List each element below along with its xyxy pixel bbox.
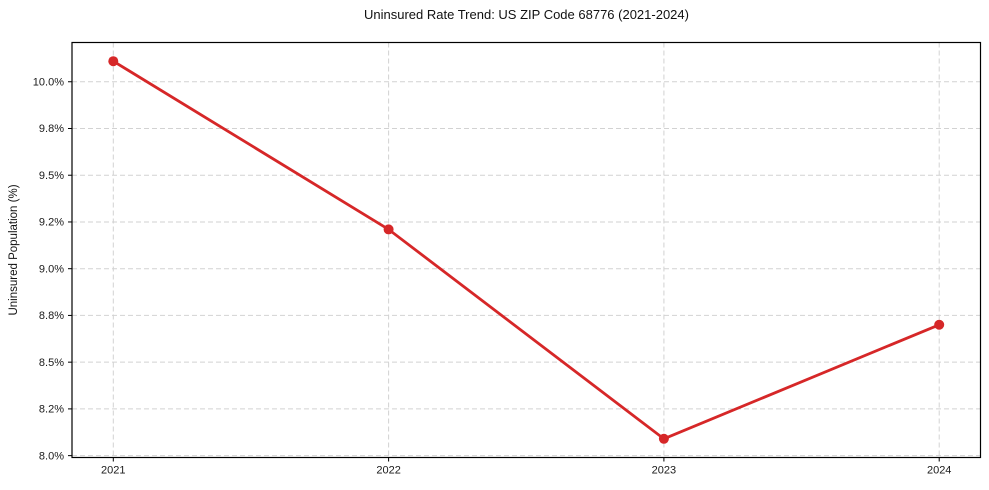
data-point-2024 xyxy=(934,319,945,330)
data-point-2022 xyxy=(383,224,394,235)
y-tick-label: 9.0% xyxy=(39,263,64,275)
y-tick-label: 8.5% xyxy=(39,357,64,369)
y-tick-label: 9.5% xyxy=(39,170,64,182)
y-tick-label: 8.2% xyxy=(39,404,64,416)
axes-spines xyxy=(71,41,982,459)
data-point-2023 xyxy=(658,433,669,444)
y-tick-label: 10.0% xyxy=(33,76,64,88)
x-tick-label: 2021 xyxy=(101,465,125,477)
x-tick-label: 2022 xyxy=(376,465,400,477)
trend-line xyxy=(111,59,941,441)
y-tick-label: 8.0% xyxy=(39,450,64,462)
x-tick-label: 2024 xyxy=(927,465,951,477)
chart-title: Uninsured Rate Trend: US ZIP Code 68776 … xyxy=(364,7,689,22)
data-point-2021 xyxy=(108,56,119,67)
y-tick-label: 8.8% xyxy=(39,310,64,322)
y-tick-label: 9.2% xyxy=(39,217,64,229)
x-tick-label: 2023 xyxy=(652,465,676,477)
y-tick-label: 9.8% xyxy=(39,123,64,135)
